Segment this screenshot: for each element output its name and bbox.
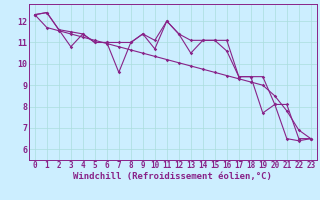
X-axis label: Windchill (Refroidissement éolien,°C): Windchill (Refroidissement éolien,°C) <box>73 172 272 181</box>
